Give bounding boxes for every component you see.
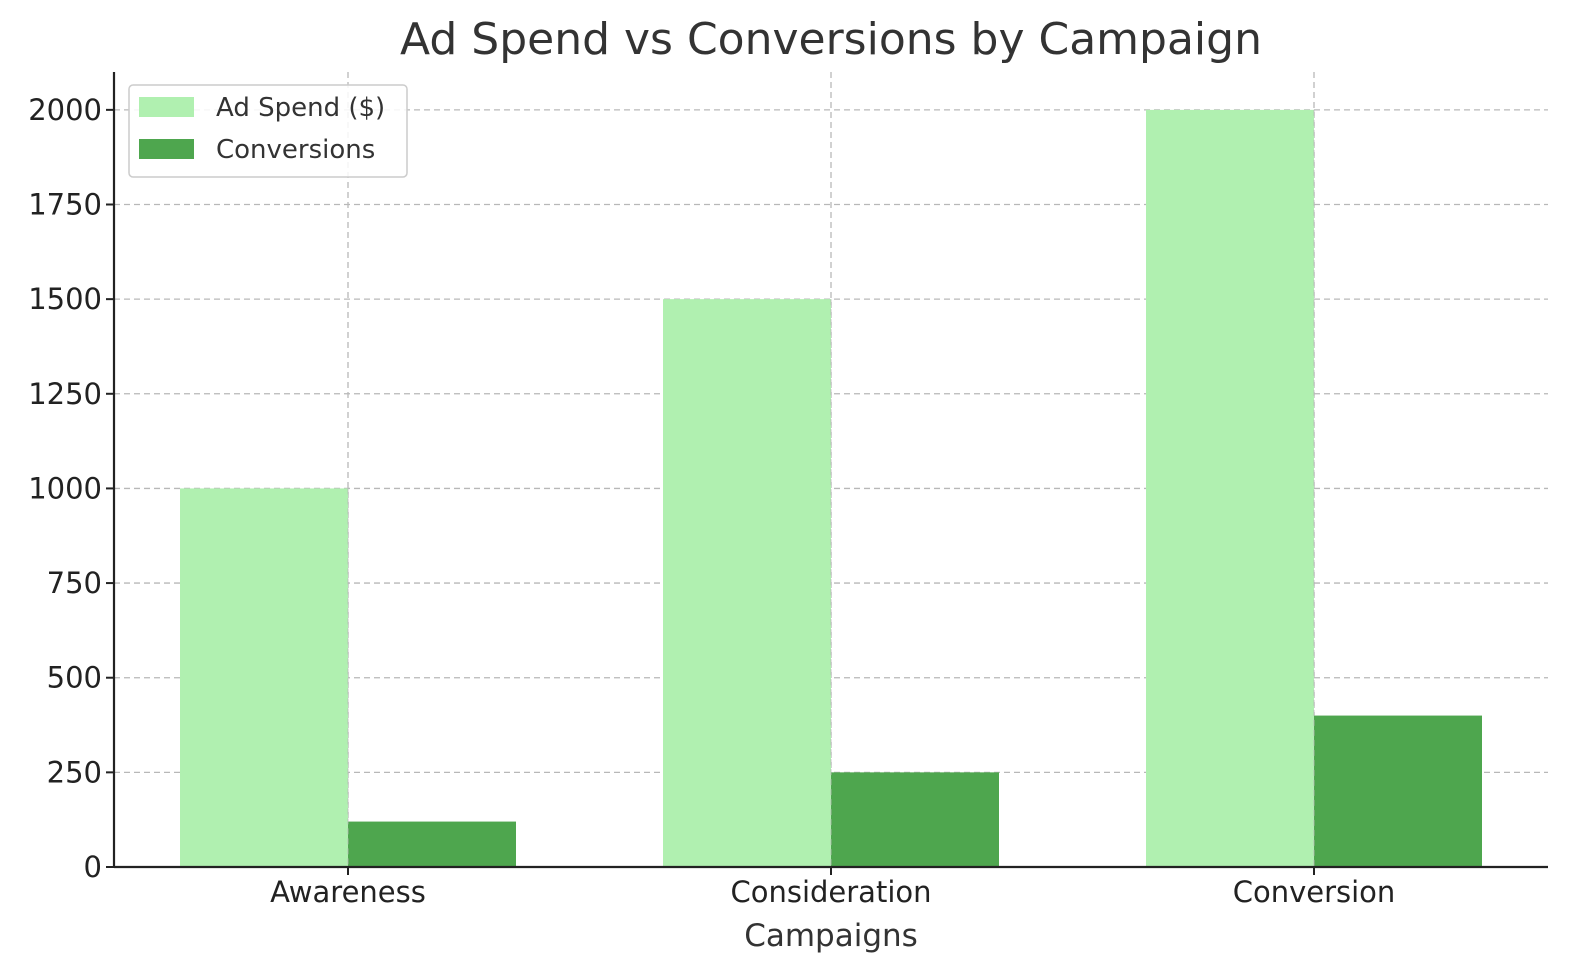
y-axis-ticks: 0 250 500 750 1000 1250 1500 1750 2000	[28, 93, 114, 884]
legend: Ad Spend ($) Conversions	[128, 84, 408, 178]
x-tick-label-awareness: Awareness	[270, 875, 426, 909]
legend-frame	[128, 84, 408, 178]
bar-ad-spend-conversion	[1146, 109, 1314, 868]
bar-ad-spend-consideration	[663, 299, 831, 868]
bar-conversions-consideration	[831, 772, 999, 867]
bar-ad-spend-awareness	[180, 488, 348, 867]
bar-conversions-awareness	[348, 821, 516, 867]
legend-label-conversions: Conversions	[216, 135, 375, 165]
y-tick-label-1750: 1750	[28, 188, 102, 222]
x-tick-label-consideration: Consideration	[730, 875, 931, 909]
legend-swatch-ad-spend	[139, 97, 194, 117]
y-tick-label-0: 0	[84, 850, 102, 884]
x-tick-label-conversion: Conversion	[1233, 875, 1396, 909]
y-tick-label-500: 500	[47, 661, 102, 695]
legend-label-ad-spend: Ad Spend ($)	[216, 93, 385, 123]
legend-swatch-conversions	[139, 139, 194, 159]
y-tick-label-1250: 1250	[28, 377, 102, 411]
chart-title: Ad Spend vs Conversions by Campaign	[400, 14, 1262, 65]
y-tick-label-750: 750	[47, 566, 102, 600]
y-tick-label-1000: 1000	[28, 471, 102, 505]
y-tick-label-1500: 1500	[28, 282, 102, 316]
bars	[180, 109, 1482, 868]
x-axis-label: Campaigns	[744, 918, 918, 954]
y-tick-label-250: 250	[47, 755, 102, 789]
x-axis-ticks: Awareness Consideration Conversion	[270, 867, 1395, 909]
bar-conversions-conversion	[1314, 715, 1482, 867]
y-tick-label-2000: 2000	[28, 93, 102, 127]
